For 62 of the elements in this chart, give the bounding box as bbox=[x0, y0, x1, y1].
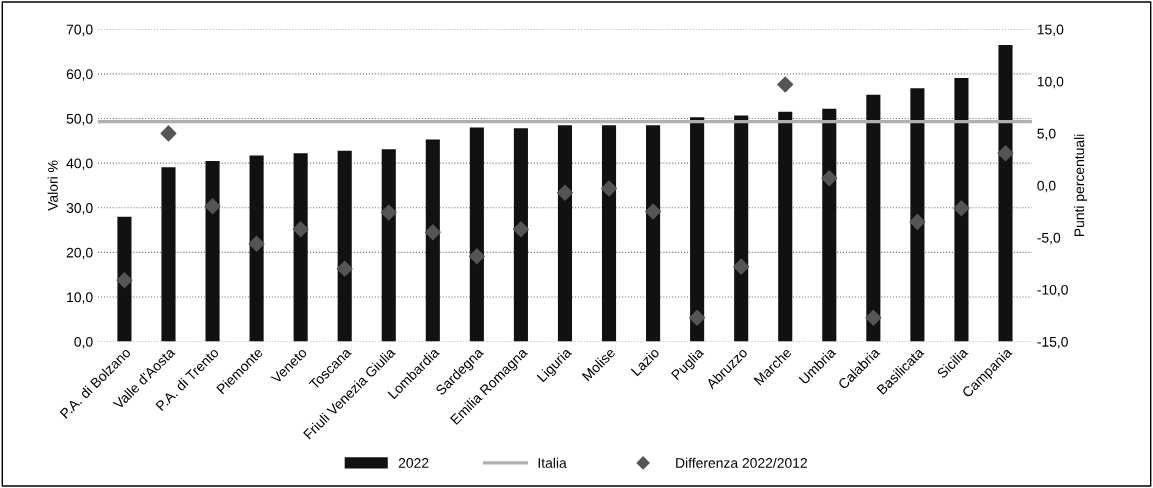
point bbox=[116, 272, 133, 289]
bar bbox=[161, 167, 176, 342]
point bbox=[645, 203, 662, 220]
point bbox=[336, 260, 353, 277]
y-tick-label: 20,0 bbox=[66, 247, 93, 260]
bar bbox=[117, 216, 132, 342]
point bbox=[160, 125, 177, 142]
bar bbox=[381, 149, 396, 342]
bar bbox=[734, 115, 749, 342]
bar bbox=[205, 160, 220, 342]
y2-axis-title: Punti percentuali bbox=[1074, 134, 1087, 237]
y2-tick-label: -10,0 bbox=[1037, 284, 1068, 297]
point bbox=[865, 309, 882, 326]
bar bbox=[337, 150, 352, 342]
bar bbox=[293, 153, 308, 342]
bar bbox=[954, 77, 969, 342]
bar bbox=[998, 44, 1013, 342]
point bbox=[777, 76, 794, 93]
point bbox=[733, 258, 750, 275]
bar bbox=[469, 127, 484, 342]
point bbox=[821, 170, 838, 187]
point bbox=[556, 184, 573, 201]
point bbox=[601, 180, 618, 197]
bar bbox=[822, 108, 837, 342]
point bbox=[380, 204, 397, 221]
point bbox=[204, 198, 221, 215]
bar bbox=[646, 125, 661, 342]
y-tick-label: 10,0 bbox=[67, 292, 93, 304]
y-tick-label: 50,0 bbox=[66, 113, 93, 126]
y-tick-label: 40,0 bbox=[66, 158, 93, 170]
bar bbox=[425, 139, 440, 342]
legend-label: 2022 bbox=[398, 458, 429, 468]
point bbox=[248, 235, 265, 252]
y2-tick-label: 5,0 bbox=[1037, 128, 1056, 141]
y2-tick-label: 15,0 bbox=[1037, 24, 1064, 37]
bar bbox=[910, 88, 925, 342]
point bbox=[909, 213, 926, 230]
legend-label: Differenza 2022/2012 bbox=[676, 457, 807, 468]
bar bbox=[690, 117, 705, 342]
bar bbox=[866, 94, 881, 342]
point bbox=[468, 248, 485, 265]
bar bbox=[513, 128, 528, 342]
point bbox=[953, 200, 970, 217]
y2-tick-label: -5,0 bbox=[1037, 232, 1061, 245]
legend-label: Italia bbox=[538, 457, 567, 468]
bar bbox=[249, 155, 264, 342]
point bbox=[424, 224, 441, 241]
bar bbox=[778, 111, 793, 342]
y-tick-label: 30,0 bbox=[66, 203, 93, 215]
y2-tick-label: -15,0 bbox=[1037, 336, 1068, 349]
y2-tick-label: 10,0 bbox=[1037, 76, 1064, 89]
point bbox=[292, 221, 309, 238]
y-axis-title: Valori % bbox=[47, 160, 58, 211]
point bbox=[689, 309, 706, 326]
bar bbox=[601, 125, 617, 342]
bar bbox=[557, 125, 573, 342]
y2-tick-label: 0,0 bbox=[1037, 180, 1056, 193]
y-tick-label: 70,0 bbox=[66, 24, 93, 37]
point bbox=[997, 145, 1014, 162]
point bbox=[512, 221, 529, 238]
y-tick-label: 60,0 bbox=[66, 69, 93, 81]
y-tick-label: 0,0 bbox=[74, 336, 93, 349]
